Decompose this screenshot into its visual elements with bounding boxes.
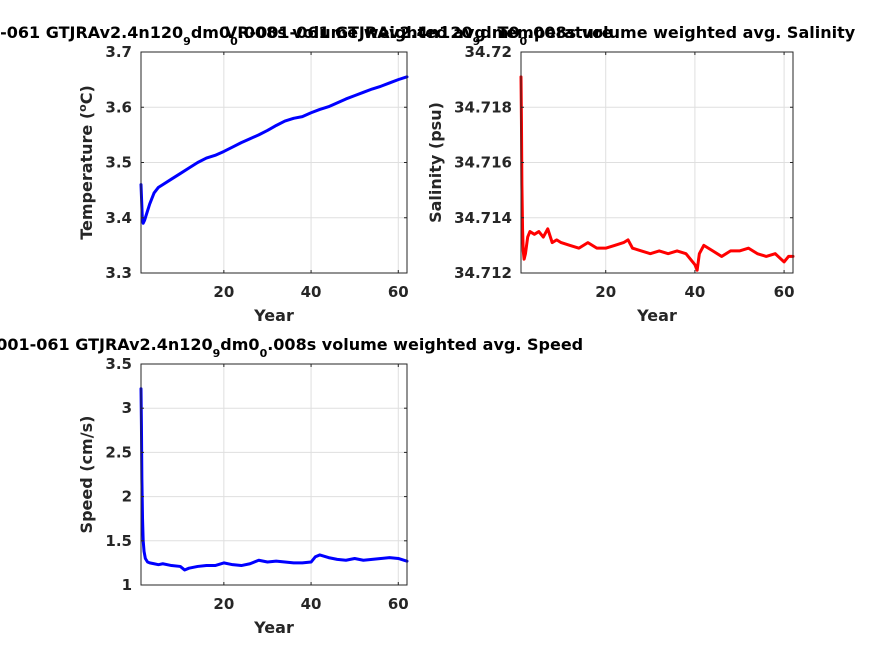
y-tick-label: 3.3 xyxy=(105,264,132,282)
chart-title: VR-001-061 GTJRAv2.4n1209dm00.008s volum… xyxy=(0,23,613,48)
plot-area xyxy=(140,363,408,586)
chart-title: VR-001-061 GTJRAv2.4n1209dm00.008s volum… xyxy=(225,23,856,48)
plot-frame xyxy=(140,363,408,586)
x-axis-label: Year xyxy=(253,618,294,637)
y-tick-label: 3.6 xyxy=(105,98,132,116)
y-tick-label: 3.4 xyxy=(105,209,132,227)
y-axis-label: Speed (cm/s) xyxy=(77,416,96,534)
y-tick-label: 3.7 xyxy=(105,43,132,61)
y-tick-label: 1 xyxy=(122,576,132,594)
y-tick-label: 34.714 xyxy=(454,209,512,227)
x-tick-label: 40 xyxy=(684,283,705,301)
x-axis-label: Year xyxy=(253,306,294,325)
chart-panel-2: 20 40 60 34.712 34.714 34.716 34.718 34.72 Year S… xyxy=(225,23,856,325)
y-axis-label: Salinity (psu) xyxy=(426,102,445,223)
y-tick-label: 2.5 xyxy=(105,443,132,461)
x-tick-label: 60 xyxy=(774,283,795,301)
x-tick-label: 40 xyxy=(301,595,322,613)
series-line-1 xyxy=(139,75,409,225)
y-axis-label: Temperature (oC) xyxy=(76,85,97,240)
y-tick-label: 34.718 xyxy=(454,98,512,116)
x-tick-label: 60 xyxy=(388,595,409,613)
y-tick-label: 2 xyxy=(122,488,132,506)
chart-panel-3: 20 40 60 1 1.5 2 2.5 3 3.5 Year Speed (cm/s) VR-001… xyxy=(0,335,583,637)
chart-panel-1: 20 40 60 3.3 3.4 3.5 3.6 3.7 Year Temperature (oC… xyxy=(0,23,613,325)
x-tick-label: 20 xyxy=(213,283,234,301)
y-tick-label: 34.72 xyxy=(465,43,512,61)
y-tick-label: 3 xyxy=(122,399,132,417)
x-tick-label: 40 xyxy=(301,283,322,301)
x-tick-label: 60 xyxy=(388,283,409,301)
y-tick-label: 3.5 xyxy=(105,154,132,172)
y-tick-label: 1.5 xyxy=(105,532,132,550)
series-line-1 xyxy=(139,387,409,572)
x-tick-label: 20 xyxy=(595,283,616,301)
chart-title: VR-001-061 GTJRAv2.4n1209dm00.008s volum… xyxy=(0,335,583,360)
series-line-1 xyxy=(519,75,795,272)
x-tick-label: 20 xyxy=(213,595,234,613)
x-axis-label: Year xyxy=(636,306,677,325)
y-tick-label: 3.5 xyxy=(105,355,132,373)
y-tick-label: 34.716 xyxy=(454,154,512,172)
y-tick-label: 34.712 xyxy=(454,264,512,282)
